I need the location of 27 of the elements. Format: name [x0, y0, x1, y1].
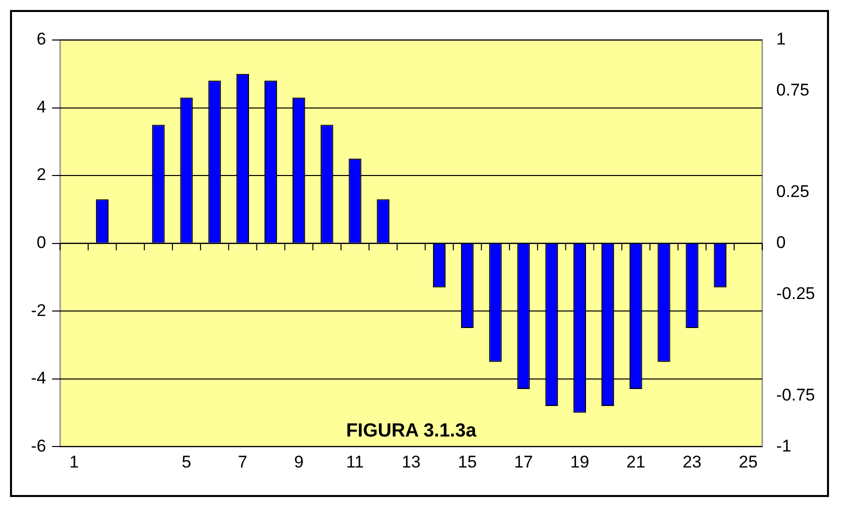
y-tick-label: 6 — [36, 30, 46, 49]
x-tick-label: 11 — [346, 452, 364, 472]
y-tick-label: 0 — [36, 232, 46, 252]
x-tick-label: 19 — [570, 452, 590, 472]
x-tick-label: 9 — [294, 452, 304, 472]
x-tick-label: 5 — [182, 452, 192, 472]
y2-tick-label: 0.25 — [776, 182, 810, 202]
y2-tick-label: -1 — [776, 436, 792, 456]
x-tick-label: 1 — [69, 452, 79, 472]
y2-tick-label: 0 — [776, 232, 786, 252]
y-tick-label: -6 — [30, 436, 46, 456]
y-tick-label: -4 — [30, 368, 46, 388]
x-tick-label: 25 — [738, 452, 758, 472]
y2-tick-label: -0.75 — [776, 385, 815, 404]
y2-tick-label: 1 — [776, 30, 786, 49]
x-tick-label: 17 — [514, 452, 533, 472]
y2-tick-label: 0.75 — [776, 80, 810, 100]
text: FIGURA 3.1.3a — [346, 420, 477, 442]
x-tick-label: 7 — [238, 452, 248, 472]
y-tick-label: -2 — [30, 300, 46, 320]
y2-tick-label: -0.25 — [776, 284, 815, 303]
x-tick-label: 23 — [682, 452, 702, 472]
x-tick-label: 15 — [458, 452, 477, 472]
y-tick-label: 4 — [36, 97, 46, 116]
y-tick-label: 2 — [36, 165, 46, 184]
x-tick-label: 13 — [402, 452, 421, 472]
x-tick-label: 21 — [626, 452, 646, 472]
